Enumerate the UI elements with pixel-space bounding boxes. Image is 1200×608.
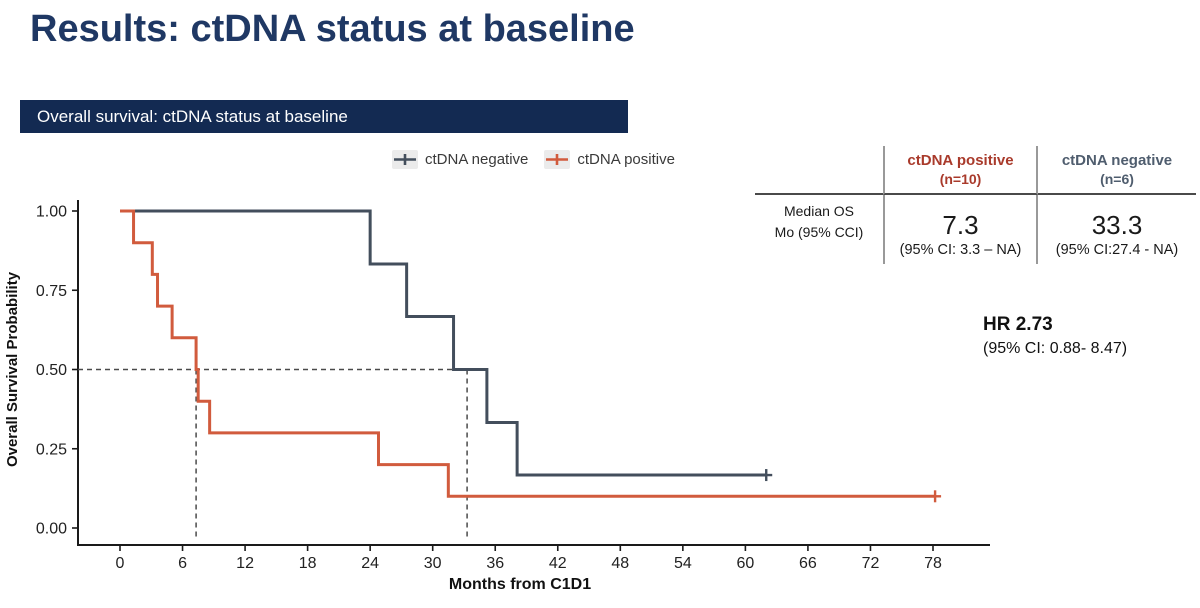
x-tick-label: 66 [799,555,817,572]
x-tick-label: 12 [236,555,254,572]
x-tick-label: 24 [361,555,379,572]
page-title: Results: ctDNA status at baseline [30,8,635,50]
table-header-ctdna-negative: ctDNA negative (n=6) [1038,146,1196,195]
header-negative-label: ctDNA negative [1061,152,1173,169]
row-label-line2: Mo (95% CCI) [774,223,864,240]
legend-label: ctDNA negative [425,151,529,168]
km-plot-svg: 0.00 0.25 0.50 0.75 1.00 0 6 12 18 24 30 36 42 48 54 60… [4,200,990,593]
x-tick-label: 48 [611,555,629,572]
x-tick-label: 0 [116,555,125,572]
x-tick-label: 42 [549,555,567,572]
x-tick-label: 78 [924,555,942,572]
y-tick-label: 0.75 [36,283,67,300]
legend-label: ctDNA positive [577,151,675,168]
legend-item-ctdna-negative: ctDNA negative [392,150,528,169]
row-label-line1: Median OS [783,202,855,219]
positive-median-ci: (95% CI: 3.3 – NA) [899,242,1022,259]
y-tick-label: 0.50 [36,362,67,379]
x-tick-label: 30 [424,555,442,572]
x-axis-title: Months from C1D1 [449,576,591,593]
table-cell-positive-median: 7.3 (95% CI: 3.3 – NA) [883,194,1038,265]
table-header-ctdna-positive: ctDNA positive (n=10) [883,146,1038,195]
header-positive-n: (n=10) [939,170,982,187]
legend-item-ctdna-positive: ctDNA positive [544,150,675,169]
table-corner-cell [755,146,883,195]
x-tick-label: 6 [178,555,187,572]
y-tick-label: 1.00 [36,204,67,221]
section-banner-label: Overall survival: ctDNA status at baseli… [37,106,348,126]
negative-median-value: 33.3 [1091,209,1143,240]
y-axis-title: Overall Survival Probability [4,271,21,467]
axis-frame [77,200,990,546]
y-tick-label: 0.25 [36,441,67,458]
section-banner: Overall survival: ctDNA status at baseli… [20,100,628,133]
km-curve-ctdna-negative [120,209,767,477]
y-tick-label: 0.00 [36,521,67,538]
table-cell-negative-median: 33.3 (95% CI:27.4 - NA) [1038,195,1196,265]
x-tick-label: 60 [736,555,754,572]
km-chart: ctDNA negative ctDNA positive 0.00 0.25 0.5… [0,140,1010,608]
hazard-ratio-ci: (95% CI: 0.88- 8.47) [983,340,1128,357]
x-tick-label: 36 [486,555,504,572]
table-row-label: Median OS Mo (95% CCI) [755,195,883,265]
negative-median-ci: (95% CI:27.4 - NA) [1055,242,1179,259]
x-tick-label: 54 [674,555,692,572]
median-os-table: ctDNA positive (n=10) ctDNA negative (n=… [755,146,1200,265]
positive-median-value: 7.3 [942,209,979,240]
header-positive-label: ctDNA positive [907,152,1014,169]
hazard-ratio-value: HR 2.73 [983,314,1053,335]
chart-legend: ctDNA negative ctDNA positive [392,150,675,169]
x-tick-label: 18 [299,555,317,572]
km-curve-ctdna-positive [120,209,936,498]
hazard-ratio-annotation: HR 2.73 (95% CI: 0.88- 8.47) [983,314,1127,358]
legend-key-icon [392,150,418,169]
x-tick-label: 72 [862,555,880,572]
header-negative-n: (n=6) [1100,170,1134,187]
stats-panel: ctDNA positive (n=10) ctDNA negative (n=… [755,146,1200,446]
legend-key-icon [544,150,571,169]
